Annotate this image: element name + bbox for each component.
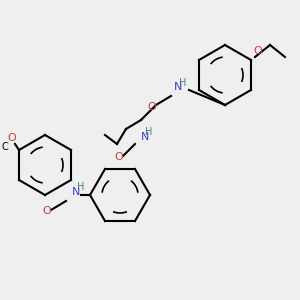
Text: O: O [42,206,51,217]
Text: N: N [72,187,80,197]
Text: H: H [76,182,84,193]
Text: H: H [146,127,153,137]
Text: N: N [174,82,183,92]
Text: N: N [141,131,149,142]
Text: O: O [254,46,262,56]
Text: O: O [147,101,156,112]
Text: O: O [8,133,16,143]
Text: H: H [179,77,187,88]
Text: C: C [2,142,8,152]
Text: O: O [114,152,123,163]
